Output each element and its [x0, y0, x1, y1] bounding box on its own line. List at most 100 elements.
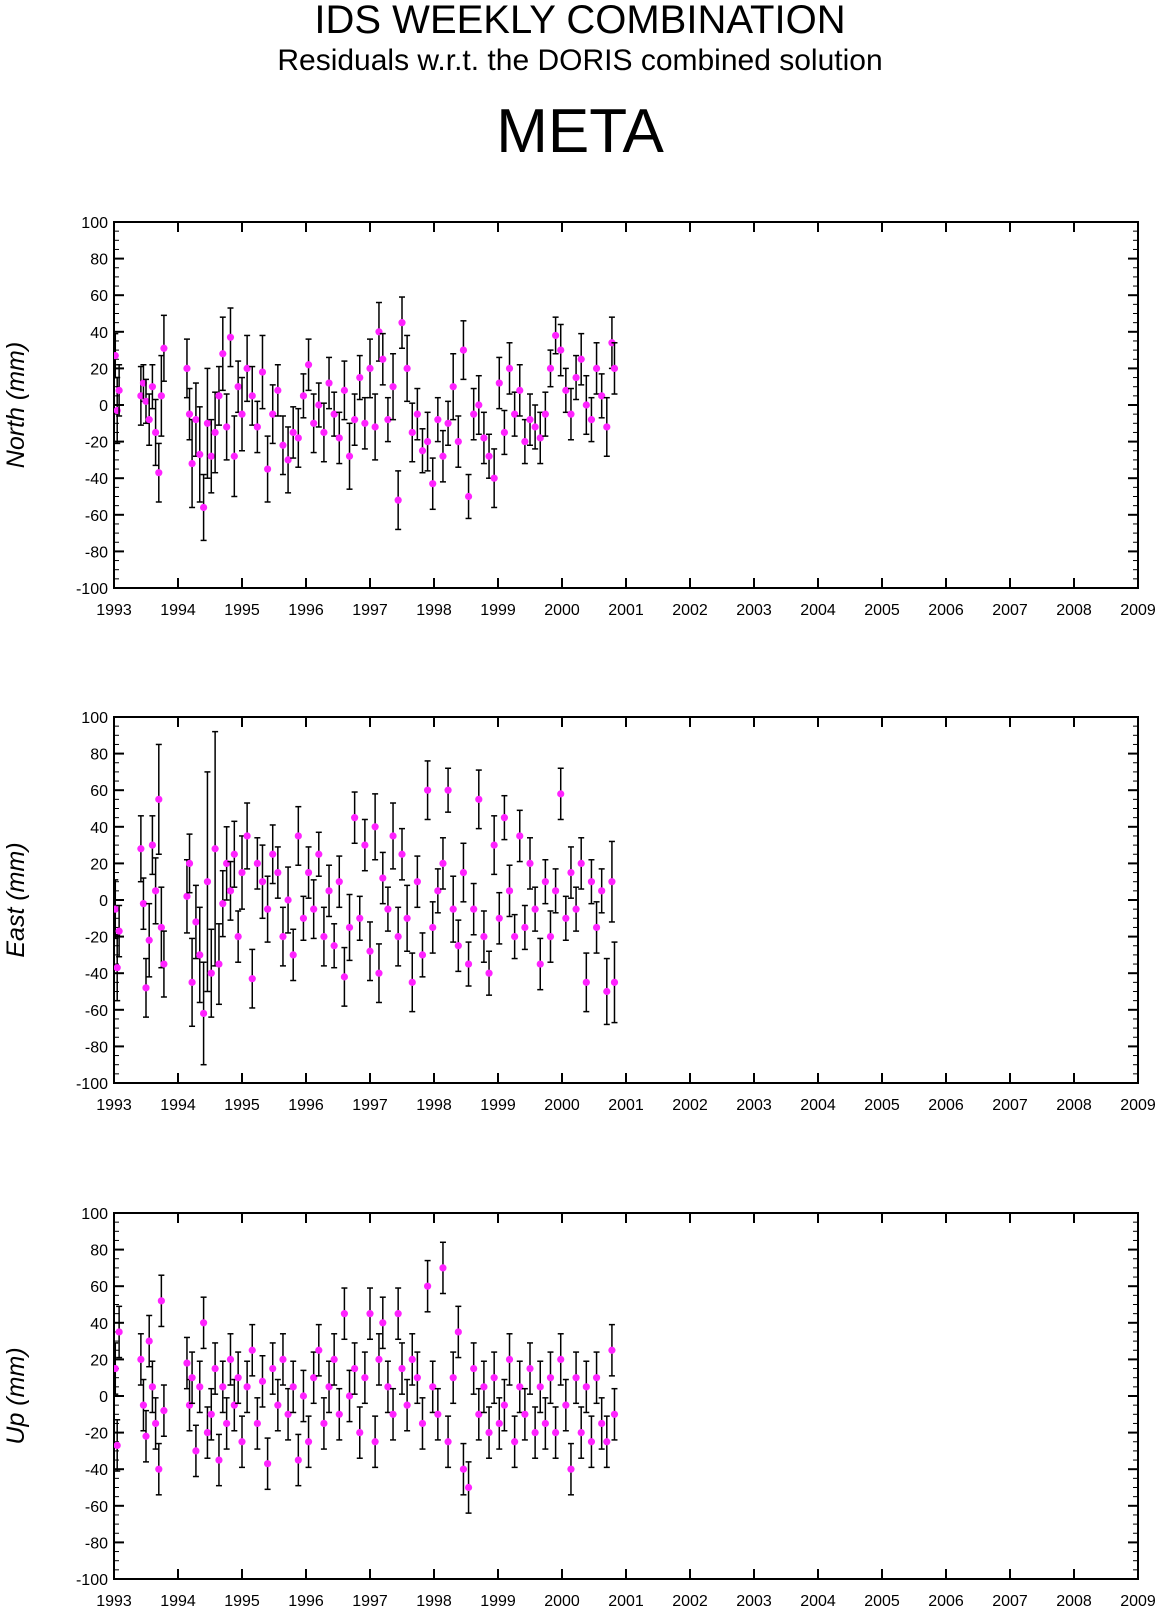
north-data-point: [384, 416, 392, 424]
up-data-point: [375, 1355, 383, 1363]
north-data-point: [464, 492, 473, 501]
north-data-point: [137, 392, 145, 400]
up-data-point: [183, 1359, 191, 1367]
east-x-tick-label: 1993: [96, 1097, 132, 1114]
east-x-tick-label: 1999: [480, 1097, 516, 1114]
up-data-point: [258, 1377, 267, 1385]
east-data-point: [398, 850, 406, 858]
north-x-tick-label: 2001: [608, 602, 644, 619]
east-data-point: [552, 887, 560, 895]
up-data-point: [219, 1383, 227, 1391]
north-data-point: [562, 386, 570, 394]
north-data-point: [115, 386, 123, 394]
north-data-point: [238, 410, 246, 418]
east-data-point: [315, 850, 323, 858]
up-data-point: [413, 1374, 421, 1382]
up-data-point: [345, 1392, 354, 1400]
north-data-point: [351, 416, 359, 424]
east-data-point: [572, 905, 580, 913]
north-data-point: [459, 346, 468, 354]
up-data-point: [157, 1297, 165, 1305]
east-y-tick-label: -100: [76, 1076, 108, 1093]
east-data-point: [505, 887, 514, 895]
east-data-point: [356, 914, 364, 922]
east-y-tick-label: 100: [81, 710, 108, 727]
east-data-point: [335, 878, 343, 886]
up-data-point: [160, 1407, 168, 1415]
east-data-point: [413, 878, 421, 886]
east-data-point: [248, 975, 256, 983]
up-data-point: [294, 1456, 302, 1464]
east-data-point: [592, 923, 601, 932]
east-data-point: [546, 933, 555, 941]
east-data-point: [142, 984, 150, 992]
east-data-point: [340, 973, 348, 981]
east-data-point: [157, 923, 165, 932]
east-y-tick-label: -20: [85, 930, 108, 947]
east-data-point: [464, 960, 473, 968]
east-y-tick-label: 0: [99, 893, 108, 910]
up-data-point: [531, 1429, 539, 1437]
east-x-tick-label: 2003: [736, 1097, 772, 1114]
north-data-point: [215, 392, 223, 400]
north-data-group: [114, 296, 619, 542]
up-data-point: [310, 1374, 318, 1382]
up-data-point: [398, 1364, 406, 1373]
north-data-point: [572, 373, 580, 382]
north-x-tick-label: 2005: [864, 602, 900, 619]
east-data-point: [289, 951, 297, 959]
east-data-point: [526, 859, 534, 868]
up-data-point: [196, 1383, 204, 1391]
north-data-point: [188, 459, 196, 468]
north-y-tick-label: 40: [90, 325, 108, 342]
east-data-point: [115, 927, 123, 935]
east-x-tick-label: 2007: [992, 1097, 1028, 1114]
east-data-point: [598, 887, 606, 895]
up-data-point: [500, 1401, 508, 1409]
up-data-point: [274, 1401, 282, 1409]
north-data-point: [315, 401, 323, 409]
up-data-point: [269, 1364, 277, 1373]
north-data-point: [418, 447, 427, 455]
up-x-tick-label: 2008: [1056, 1593, 1092, 1610]
up-data-point: [526, 1364, 534, 1373]
up-data-point: [361, 1374, 369, 1382]
north-data-point: [155, 469, 163, 477]
east-data-point: [196, 951, 204, 959]
east-data-point: [536, 960, 544, 968]
north-data-point: [500, 428, 508, 437]
north-x-tick-label: 1993: [96, 602, 132, 619]
east-data-point: [152, 887, 160, 895]
north-data-point: [379, 355, 387, 363]
east-data-point: [238, 868, 246, 877]
north-data-point: [203, 419, 212, 427]
east-data-point: [230, 850, 238, 858]
up-data-point: [546, 1374, 555, 1382]
north-x-tick-label: 1999: [480, 602, 516, 619]
north-data-point: [480, 434, 488, 442]
up-data-point: [155, 1465, 163, 1473]
east-data-point: [516, 832, 524, 840]
north-data-point: [219, 350, 227, 358]
up-data-point: [226, 1355, 235, 1363]
north-data-point: [398, 319, 406, 327]
east-data-point: [215, 960, 223, 968]
north-data-point: [192, 416, 200, 424]
north-data-point: [294, 434, 302, 442]
up-data-point: [351, 1364, 359, 1373]
north-data-point: [389, 383, 397, 391]
east-data-point: [424, 786, 432, 794]
up-data-point: [188, 1374, 196, 1382]
east-data-point: [203, 878, 212, 886]
north-data-point: [223, 423, 231, 431]
up-data-point: [320, 1419, 328, 1428]
up-data-point: [521, 1410, 529, 1418]
east-data-point: [408, 978, 416, 986]
east-data-point: [345, 923, 354, 932]
up-data-point: [142, 1432, 150, 1440]
north-data-point: [183, 364, 191, 372]
north-data-point: [485, 452, 493, 460]
north-x-tick-label: 2004: [800, 602, 836, 619]
up-data-point: [552, 1429, 560, 1437]
